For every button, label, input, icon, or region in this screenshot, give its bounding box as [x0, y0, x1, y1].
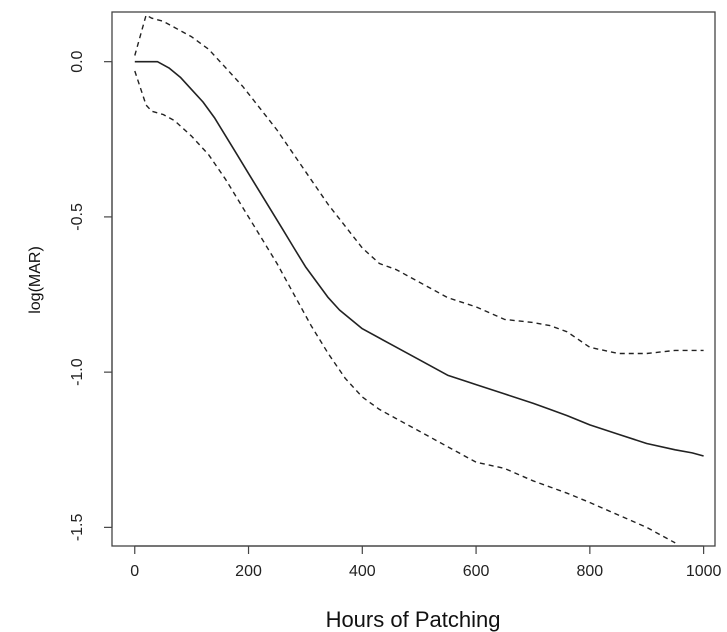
y-tick-label: -1.0 — [69, 358, 86, 386]
y-tick-label: 0.0 — [69, 50, 86, 72]
x-tick-label: 400 — [349, 563, 376, 580]
series-line-estimate — [135, 62, 704, 456]
x-tick-label: 200 — [235, 563, 262, 580]
x-tick-label: 600 — [463, 563, 490, 580]
y-tick-label: -0.5 — [69, 203, 86, 231]
y-axis: 0.0 -0.5 -1.0 -1.5 — [69, 50, 112, 541]
series-layer — [135, 15, 704, 543]
series-line-bound-2 — [135, 71, 675, 543]
x-tick-label: 0 — [130, 563, 139, 580]
y-tick-label: -1.5 — [69, 513, 86, 541]
series-line-bound-1 — [135, 15, 704, 353]
y-axis-label: log(MAR) — [27, 246, 44, 314]
x-tick-label: 1000 — [686, 563, 722, 580]
x-axis-label: Hours of Patching — [326, 607, 501, 632]
x-axis: 0 200 400 600 800 1000 — [130, 546, 721, 580]
x-tick-label: 800 — [576, 563, 603, 580]
